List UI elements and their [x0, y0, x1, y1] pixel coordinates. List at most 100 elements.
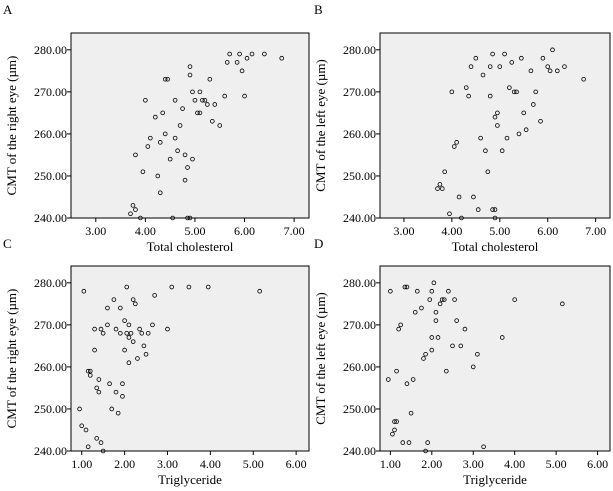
- panel-b-points: [435, 47, 586, 221]
- scatter-point: [185, 165, 190, 170]
- scatter-point: [262, 51, 267, 57]
- scatter-point: [433, 309, 439, 315]
- x-tick-label: 3.00: [85, 224, 106, 238]
- scatter-point: [182, 177, 188, 183]
- scatter-point: [92, 347, 97, 353]
- scatter-point: [98, 326, 104, 332]
- scatter-point: [210, 118, 215, 124]
- scatter-point: [528, 68, 534, 74]
- scatter-point: [155, 173, 161, 179]
- scatter-point: [439, 297, 445, 302]
- scatter-point: [222, 93, 228, 99]
- scatter-point: [87, 368, 93, 374]
- scatter-point: [485, 169, 491, 175]
- scatter-point: [133, 301, 138, 307]
- panel-b-letter: B: [314, 2, 323, 17]
- panel-a-points: [128, 51, 285, 221]
- scatter-point: [105, 305, 110, 311]
- scatter-point: [237, 51, 242, 57]
- x-tick-label: 5.00: [184, 224, 205, 238]
- scatter-point: [195, 110, 200, 116]
- scatter-point: [414, 288, 420, 294]
- panel-a-y-tick-labels: 240.00 250.00 260.00 270.00 280.00: [34, 43, 67, 225]
- scatter-point: [109, 406, 115, 412]
- scatter-point: [540, 55, 546, 61]
- scatter-point: [187, 72, 193, 78]
- scatter-point: [135, 356, 140, 361]
- scatter-point: [446, 288, 451, 294]
- scatter-point: [419, 305, 424, 311]
- scatter-point: [507, 85, 512, 90]
- scatter-point: [122, 347, 127, 353]
- scatter-point: [124, 284, 130, 290]
- y-tick-label: 270.00: [34, 318, 67, 332]
- scatter-point: [85, 368, 91, 374]
- scatter-point: [100, 448, 106, 454]
- scatter-point: [205, 284, 211, 290]
- scatter-point: [130, 203, 136, 208]
- panel-d-y-tick-labels: 240.00 250.00 260.00 270.00 280.00: [343, 276, 376, 458]
- scatter-point: [96, 389, 102, 395]
- panel-a-plot-area: [70, 32, 310, 219]
- scatter-point: [456, 194, 462, 200]
- x-tick-label: 6.00: [537, 224, 558, 238]
- scatter-point: [152, 293, 157, 298]
- scatter-point: [450, 343, 455, 349]
- scatter-point: [141, 343, 147, 349]
- scatter-point: [435, 186, 440, 191]
- scatter-point: [421, 356, 426, 361]
- scatter-point: [514, 89, 519, 95]
- scatter-point: [169, 284, 175, 290]
- scatter-point: [133, 152, 138, 158]
- scatter-point: [130, 339, 136, 344]
- scatter-point: [187, 215, 193, 221]
- scatter-point: [239, 68, 245, 74]
- y-tick-label: 260.00: [343, 360, 376, 374]
- scatter-point: [502, 51, 507, 57]
- x-tick-label: 6.00: [234, 224, 255, 238]
- scatter-point: [429, 335, 435, 340]
- scatter-point: [83, 427, 89, 433]
- scatter-point: [404, 381, 410, 387]
- panel-c-points: [77, 284, 262, 454]
- scatter-point: [133, 207, 138, 212]
- scatter-point: [186, 284, 192, 290]
- scatter-point: [115, 410, 121, 416]
- scatter-point: [447, 211, 452, 217]
- scatter-point: [124, 330, 130, 336]
- scatter-point: [167, 156, 173, 162]
- scatter-point: [87, 373, 93, 378]
- y-tick-label: 260.00: [34, 127, 67, 141]
- scatter-point: [126, 335, 132, 340]
- scatter-point: [140, 169, 146, 175]
- x-tick-label: 6.00: [286, 457, 307, 471]
- x-tick-label: 2.00: [114, 457, 135, 471]
- scatter-point: [165, 326, 170, 332]
- scatter-point: [471, 194, 476, 200]
- scatter-point: [192, 97, 198, 103]
- scatter-point: [466, 93, 471, 99]
- scatter-point: [148, 135, 153, 141]
- scatter-point: [439, 186, 445, 191]
- scatter-point: [451, 144, 457, 149]
- scatter-point: [249, 51, 255, 57]
- scatter-point: [139, 330, 145, 336]
- scatter-point: [257, 288, 262, 294]
- scatter-point: [519, 55, 524, 61]
- x-tick-label: 3.00: [393, 224, 414, 238]
- scatter-point: [487, 64, 493, 69]
- scatter-point: [130, 297, 136, 302]
- scatter-point: [538, 118, 543, 124]
- panel-b: B 3.00 4.00 5.00 6.00 7.00 240.00 250.00…: [313, 2, 611, 254]
- scatter-point: [128, 211, 133, 217]
- y-tick-label: 250.00: [343, 169, 376, 183]
- y-tick-label: 240.00: [34, 444, 67, 458]
- scatter-point: [160, 110, 166, 116]
- scatter-point: [197, 110, 203, 116]
- panel-a-y-axis-title: CMT of the right eye (µm): [4, 56, 19, 196]
- scatter-point: [217, 123, 223, 128]
- scatter-point: [279, 55, 285, 61]
- scatter-point: [162, 76, 168, 82]
- scatter-point: [394, 419, 399, 424]
